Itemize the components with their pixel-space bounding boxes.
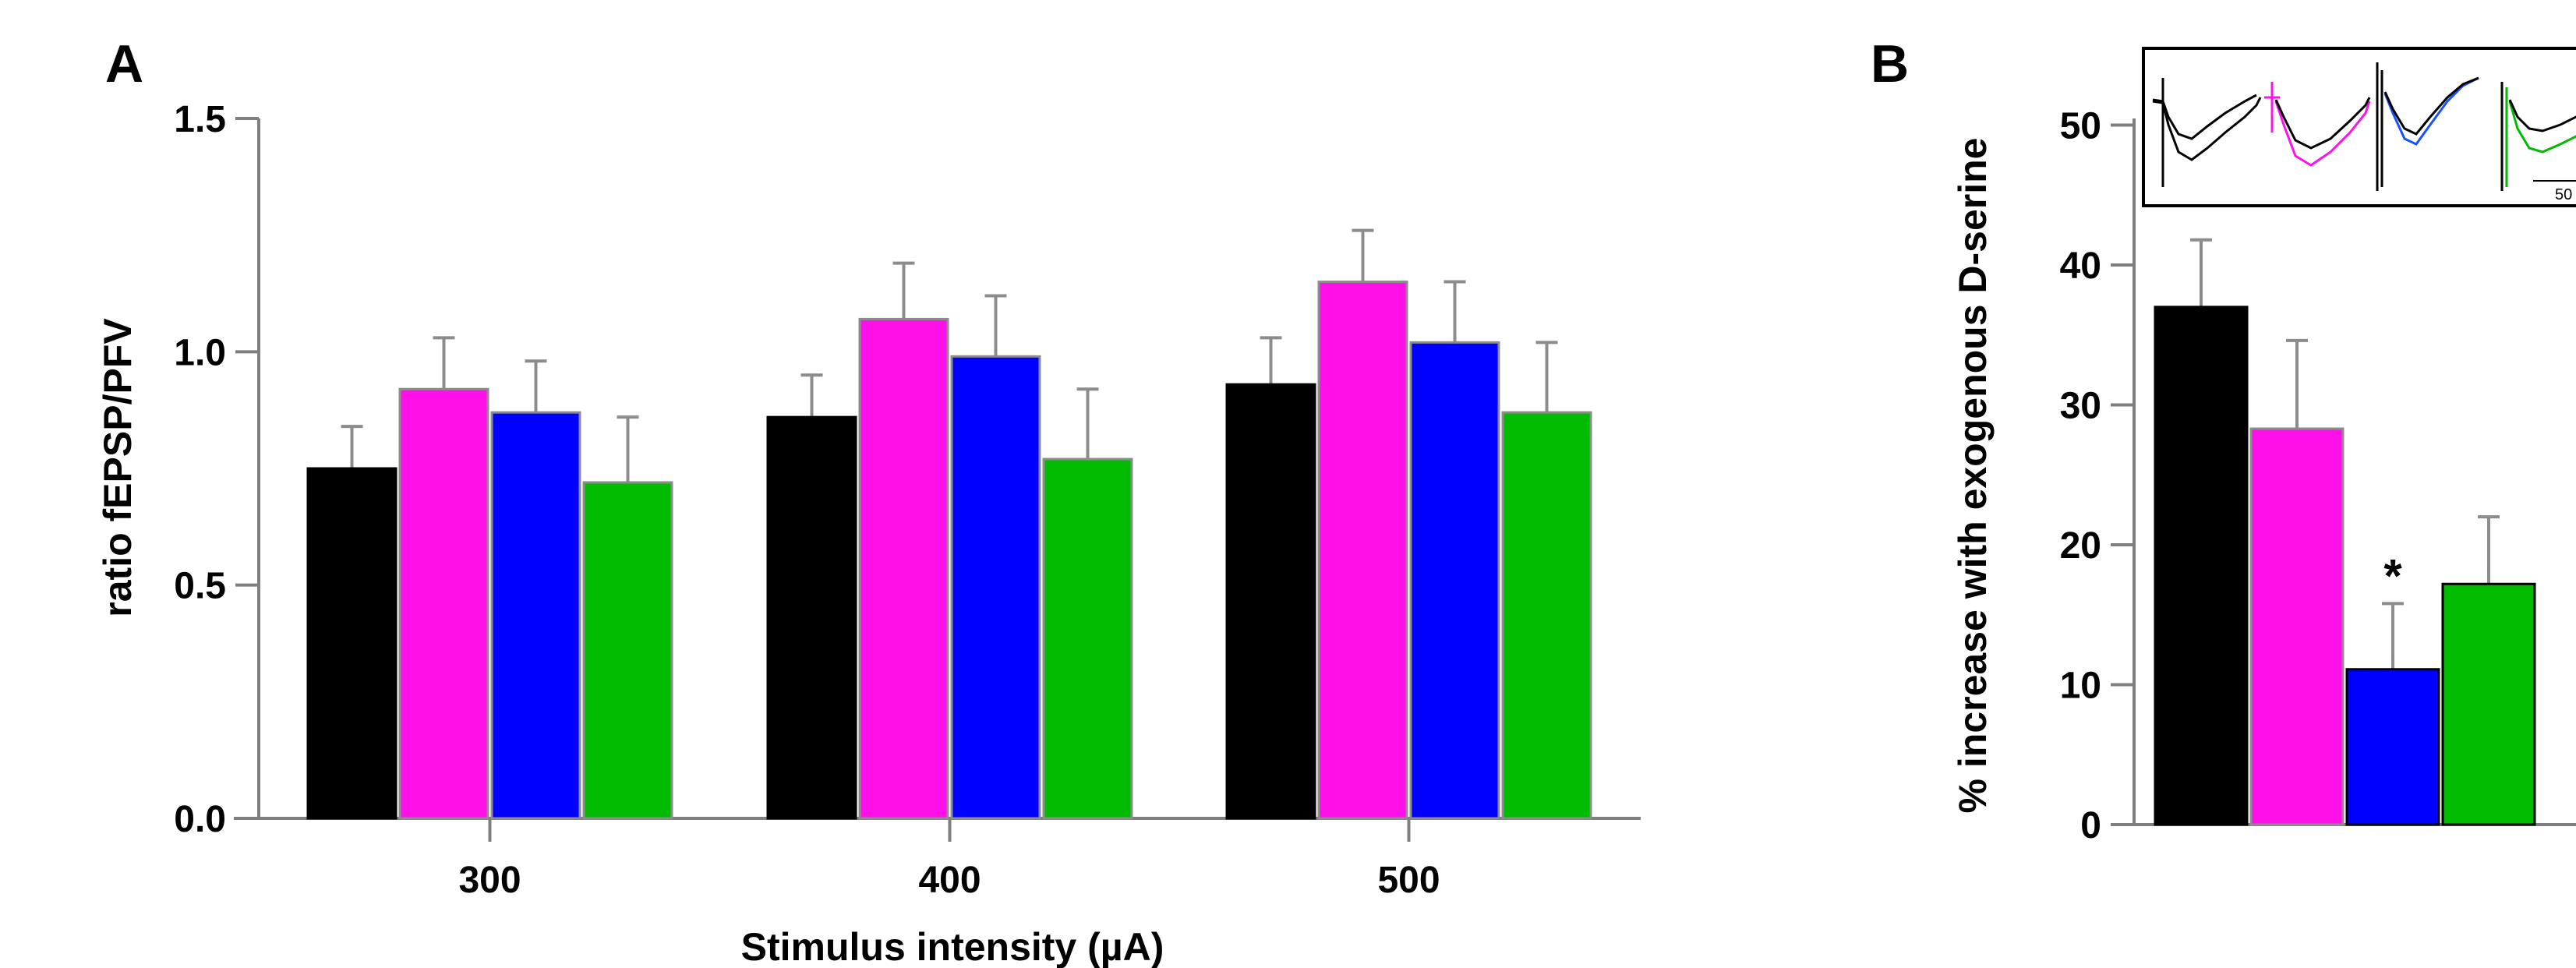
panel-a-bar (306, 467, 398, 820)
panel-a-bar (950, 355, 1041, 820)
panel-a-bar (766, 415, 857, 820)
panel-a-y-axis-title: ratio fEPSP/PFV (96, 318, 140, 617)
panel-a-bar (1409, 341, 1500, 820)
panel-b-y-tick-label: 20 (2060, 525, 2101, 567)
panel-b-bars: * (2154, 238, 2536, 826)
panel-b-bar (2154, 306, 2249, 826)
panel-b-bar (2441, 582, 2536, 826)
panel-a-x-ticks: 300 400 500 (458, 818, 1440, 901)
panel-b-chart: 0 10 20 30 40 50 * % increase with exogenous … (1951, 47, 2576, 846)
panel-b-y-tick-label: 10 (2060, 666, 2101, 707)
panel-b-y-tick-label: 30 (2060, 386, 2101, 427)
panel-b-bar (2345, 668, 2440, 826)
trace-scale-label: 50 (2555, 186, 2572, 203)
panel-a-bar (1501, 411, 1592, 820)
panel-a-letter: A (105, 34, 143, 94)
panel-a-x-tick-label: 300 (458, 860, 521, 901)
trace-inset: 50 (2142, 47, 2576, 207)
panel-a-bar (1042, 458, 1133, 820)
panel-a-x-axis-title: Stimulus intensity (µA) (741, 925, 1164, 968)
panel-b-y-tick-label: 0 (2080, 805, 2101, 846)
panel-a-bar (1317, 281, 1408, 820)
panel-a-bar (582, 481, 673, 820)
panel-a-bar (858, 317, 949, 820)
panel-b-y-tick-label: 50 (2060, 106, 2101, 147)
panel-a-bars (306, 228, 1592, 820)
panel-a-bar (490, 411, 581, 820)
panel-a-bar (1225, 383, 1316, 820)
significance-asterisk: * (2383, 549, 2402, 602)
panel-a-chart: 0.0 0.5 1.0 1.5 300 400 500 ratio fEPSP/PFV S… (96, 99, 1641, 968)
trace-pair-blue (2376, 62, 2479, 191)
panel-a-y-tick-label: 0.0 (174, 799, 226, 840)
panel-b-bar (2249, 427, 2345, 826)
panel-b-y-tick-label: 40 (2060, 246, 2101, 287)
panel-b-y-axis-title: % increase with exogenous D-serine (1951, 138, 1995, 814)
panel-a-y-tick-label: 1.0 (174, 332, 226, 373)
trace-inset-frame (2142, 47, 2576, 207)
panel-a-y-tick-label: 1.5 (174, 99, 226, 140)
panel-a-bar (398, 387, 489, 820)
panel-b-letter: B (1871, 34, 1909, 94)
panel-a-x-tick-label: 500 (1377, 860, 1440, 901)
trace-pair-green (2500, 82, 2576, 191)
trace-pair-black (2152, 78, 2262, 187)
panel-a-x-tick-label: 400 (918, 860, 981, 901)
panel-a-y-tick-label: 0.5 (174, 566, 226, 607)
panel-a-y-ticks: 0.0 0.5 1.0 1.5 (174, 99, 259, 840)
panel-b-y-ticks: 0 10 20 30 40 50 (2060, 106, 2134, 846)
trace-pair-magenta (2264, 82, 2371, 167)
